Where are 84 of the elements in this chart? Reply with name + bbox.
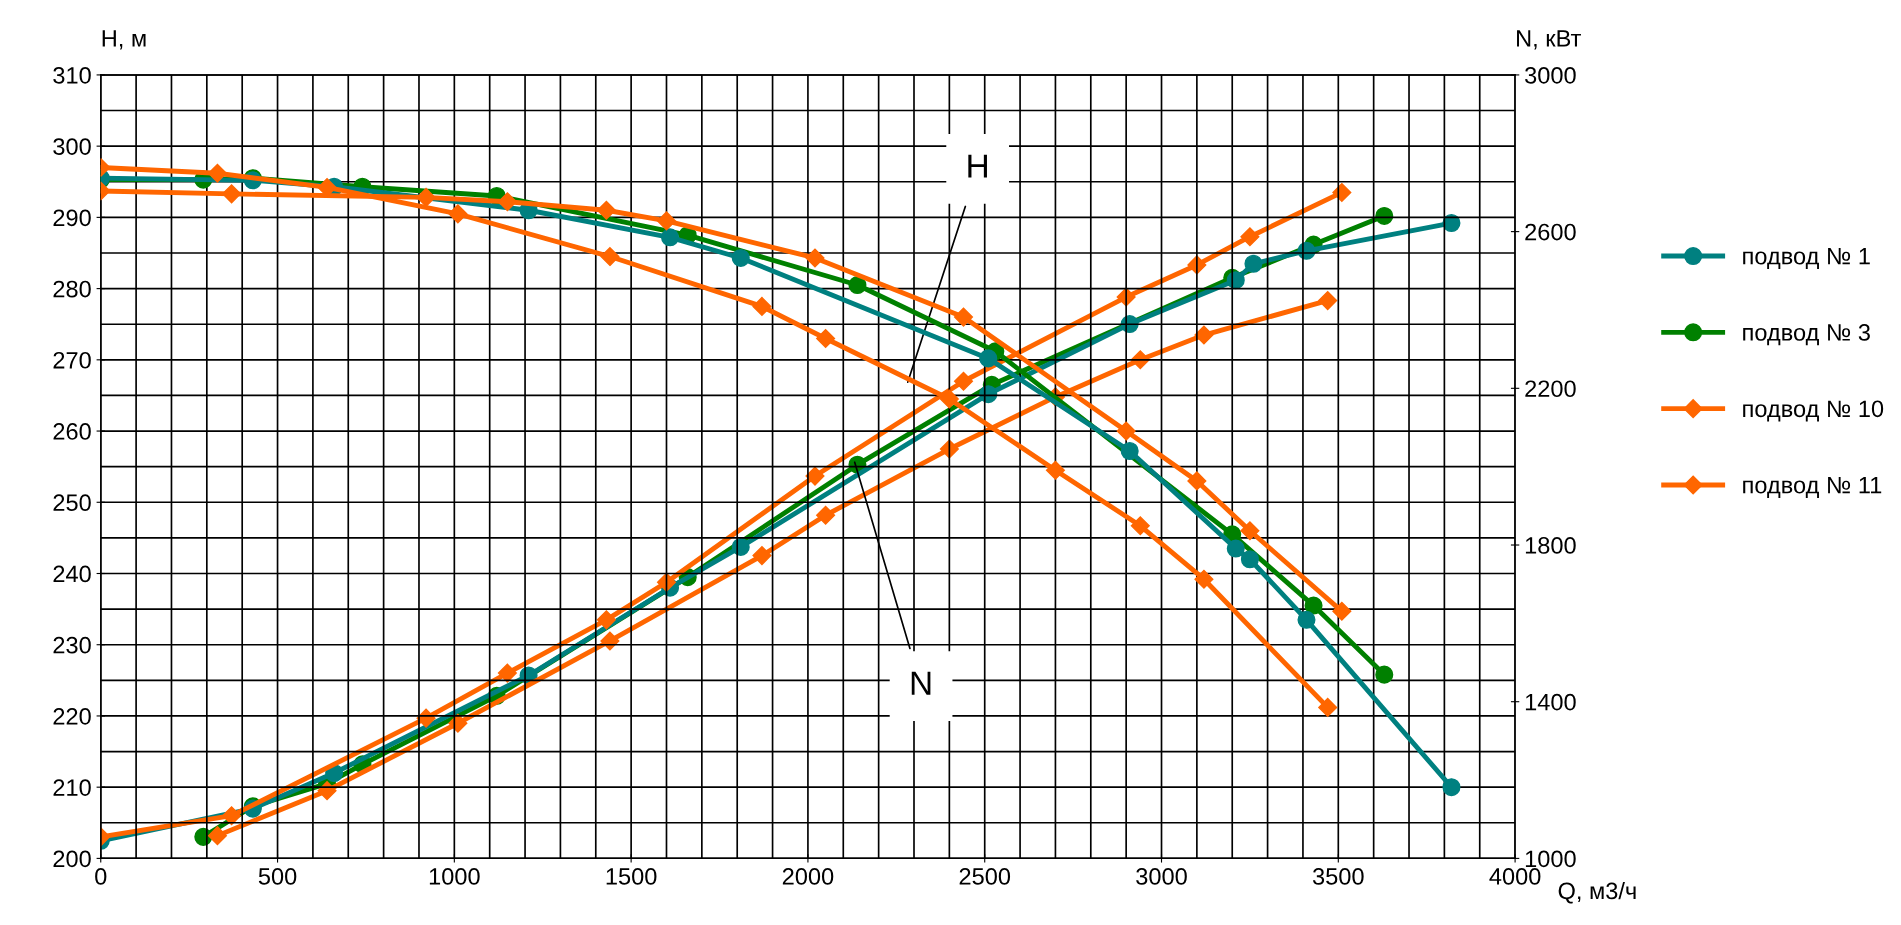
y-tick-label: 260 xyxy=(53,423,91,440)
annotation: H xyxy=(968,154,987,178)
y2-axis-title: N, кВт xyxy=(1517,30,1581,50)
point xyxy=(1116,421,1136,441)
point xyxy=(596,200,616,220)
point xyxy=(816,505,836,525)
y-tick-label: 270 xyxy=(53,351,91,369)
point xyxy=(207,163,227,183)
point xyxy=(1226,539,1245,558)
point xyxy=(939,439,959,459)
x-tick-label: 3000 xyxy=(1136,868,1187,885)
point xyxy=(1130,516,1150,536)
point xyxy=(1297,610,1316,629)
legend-label: подвод № 11 xyxy=(1743,476,1882,498)
point xyxy=(953,371,974,391)
x-tick-label: 4000 xyxy=(1489,868,1541,885)
y2-tick-label: 2600 xyxy=(1525,223,1576,241)
point xyxy=(317,177,337,197)
y-tick-label: 220 xyxy=(53,708,91,725)
point xyxy=(596,610,616,630)
point xyxy=(1240,521,1260,541)
y2-tick-label: 1400 xyxy=(1525,693,1576,711)
x-tick-label: 1500 xyxy=(606,868,657,885)
point xyxy=(1187,471,1207,491)
point xyxy=(979,349,998,368)
y-tick-label: 280 xyxy=(53,280,91,298)
point xyxy=(448,204,468,224)
point xyxy=(222,806,242,826)
y-tick-label: 290 xyxy=(53,209,91,227)
x-tick-label: 3500 xyxy=(1312,868,1364,885)
point xyxy=(317,781,337,801)
point xyxy=(805,248,825,268)
y2-tick-label: 3000 xyxy=(1525,66,1576,84)
point xyxy=(1318,697,1338,717)
legend-label: подвод № 3 xyxy=(1743,324,1870,346)
y-tick-label: 230 xyxy=(53,636,91,654)
point xyxy=(1240,550,1259,569)
point xyxy=(752,296,772,316)
x-axis-title: Q, м3/ч xyxy=(1558,881,1636,904)
point xyxy=(497,192,517,212)
y2-tick-label: 1000 xyxy=(1525,850,1576,868)
point xyxy=(953,307,974,327)
point xyxy=(1304,596,1323,615)
legend-label: подвод № 10 xyxy=(1743,400,1884,422)
y-tick-label: 250 xyxy=(53,494,91,512)
y2-tick-label: 1800 xyxy=(1525,537,1576,554)
point xyxy=(1120,441,1139,461)
point xyxy=(939,389,959,409)
point xyxy=(497,663,517,683)
point xyxy=(416,187,436,207)
legend-label: подвод № 1 xyxy=(1743,248,1870,269)
point xyxy=(1332,601,1352,621)
x-tick-label: 2500 xyxy=(959,868,1011,885)
point xyxy=(207,826,227,846)
y-axis-title: H, м xyxy=(102,30,146,50)
point xyxy=(1375,665,1394,684)
y-tick-label: 210 xyxy=(53,779,91,796)
y-tick-label: 200 xyxy=(53,850,91,868)
x-tick-label: 500 xyxy=(258,868,297,885)
y2-tick-label: 2200 xyxy=(1525,380,1576,398)
x-tick-label: 0 xyxy=(95,868,107,885)
annotation: N xyxy=(911,671,931,695)
point xyxy=(1375,206,1394,225)
point xyxy=(731,248,750,268)
point xyxy=(752,546,772,566)
point xyxy=(1318,291,1338,311)
y-tick-label: 300 xyxy=(53,138,91,155)
point xyxy=(1240,227,1260,247)
point xyxy=(1045,460,1065,480)
x-tick-label: 1000 xyxy=(429,868,480,885)
point xyxy=(1244,254,1263,273)
x-tick-label: 2000 xyxy=(782,868,834,885)
point xyxy=(222,184,242,204)
point xyxy=(660,228,680,247)
point xyxy=(1332,182,1352,202)
y-tick-label: 310 xyxy=(53,66,91,84)
point xyxy=(600,247,620,267)
y-tick-label: 240 xyxy=(53,565,91,583)
point xyxy=(656,211,677,231)
point xyxy=(816,328,836,348)
point xyxy=(656,572,677,592)
point xyxy=(1442,778,1461,797)
point xyxy=(1194,569,1214,589)
point xyxy=(848,276,867,295)
